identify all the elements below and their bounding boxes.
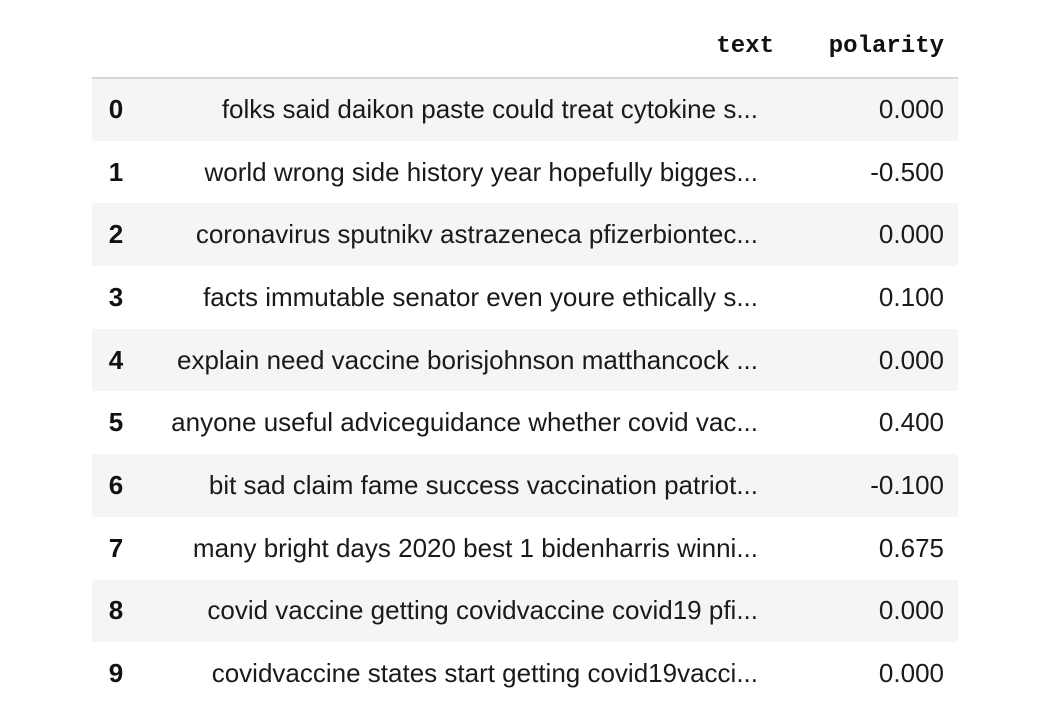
row-index: 3 xyxy=(108,281,124,312)
polarity-cell: 0.000 xyxy=(878,94,944,125)
row-index: 6 xyxy=(108,469,124,500)
table-row: 7 many bright days 2020 best 1 bidenharr… xyxy=(92,516,958,580)
table-body: 0 folks said daikon paste could treat cy… xyxy=(92,78,958,705)
table-row: 6 bit sad claim fame success vaccination… xyxy=(92,454,958,517)
row-index: 8 xyxy=(108,595,124,626)
text-cell: anyone useful adviceguidance whether cov… xyxy=(171,407,758,438)
table-row: 4 explain need vaccine borisjohnson matt… xyxy=(92,328,958,392)
polarity-cell: 0.000 xyxy=(878,344,944,375)
table-row: 5 anyone useful adviceguidance whether c… xyxy=(92,391,958,455)
polarity-cell: -0.100 xyxy=(870,469,944,500)
text-cell: folks said daikon paste could treat cyto… xyxy=(221,94,758,125)
table-row: 1 world wrong side history year hopefull… xyxy=(92,140,958,204)
dataframe-table: text polarity 0 folks said daikon paste … xyxy=(92,16,958,705)
row-index: 0 xyxy=(108,94,124,125)
table-row: 0 folks said daikon paste could treat cy… xyxy=(92,78,958,141)
row-index: 1 xyxy=(108,156,124,187)
row-index: 2 xyxy=(108,219,124,250)
dataframe-output: text polarity 0 folks said daikon paste … xyxy=(92,16,958,705)
text-cell: many bright days 2020 best 1 bidenharris… xyxy=(192,532,758,563)
text-cell: world wrong side history year hopefully … xyxy=(204,156,758,187)
polarity-cell: -0.500 xyxy=(870,156,944,187)
header-row: text polarity xyxy=(92,16,958,79)
text-cell: covidvaccine states start getting covid1… xyxy=(211,658,758,689)
polarity-cell: 0.675 xyxy=(878,532,944,563)
table-header: text polarity xyxy=(92,16,958,79)
polarity-cell: 0.400 xyxy=(878,407,944,438)
text-cell: explain need vaccine borisjohnson mattha… xyxy=(176,344,758,375)
row-index: 4 xyxy=(108,344,124,375)
text-cell: facts immutable senator even youre ethic… xyxy=(203,281,758,312)
table-row: 9 covidvaccine states start getting covi… xyxy=(92,642,958,705)
polarity-cell: 0.100 xyxy=(878,281,944,312)
column-header-text: text xyxy=(140,16,788,79)
table-row: 3 facts immutable senator even youre eth… xyxy=(92,266,958,329)
text-cell: coronavirus sputnikv astrazeneca pfizerb… xyxy=(195,219,758,250)
column-header-polarity: polarity xyxy=(788,16,958,79)
text-cell: bit sad claim fame success vaccination p… xyxy=(208,469,758,500)
table-row: 2 coronavirus sputnikv astrazeneca pfize… xyxy=(92,203,958,267)
row-index: 7 xyxy=(108,532,124,563)
text-cell: covid vaccine getting covidvaccine covid… xyxy=(207,595,758,626)
polarity-cell: 0.000 xyxy=(878,219,944,250)
polarity-cell: 0.000 xyxy=(878,595,944,626)
table-row: 8 covid vaccine getting covidvaccine cov… xyxy=(92,579,958,643)
polarity-cell: 0.000 xyxy=(878,658,944,689)
index-header xyxy=(92,16,140,79)
row-index: 5 xyxy=(108,407,124,438)
row-index: 9 xyxy=(108,658,124,689)
